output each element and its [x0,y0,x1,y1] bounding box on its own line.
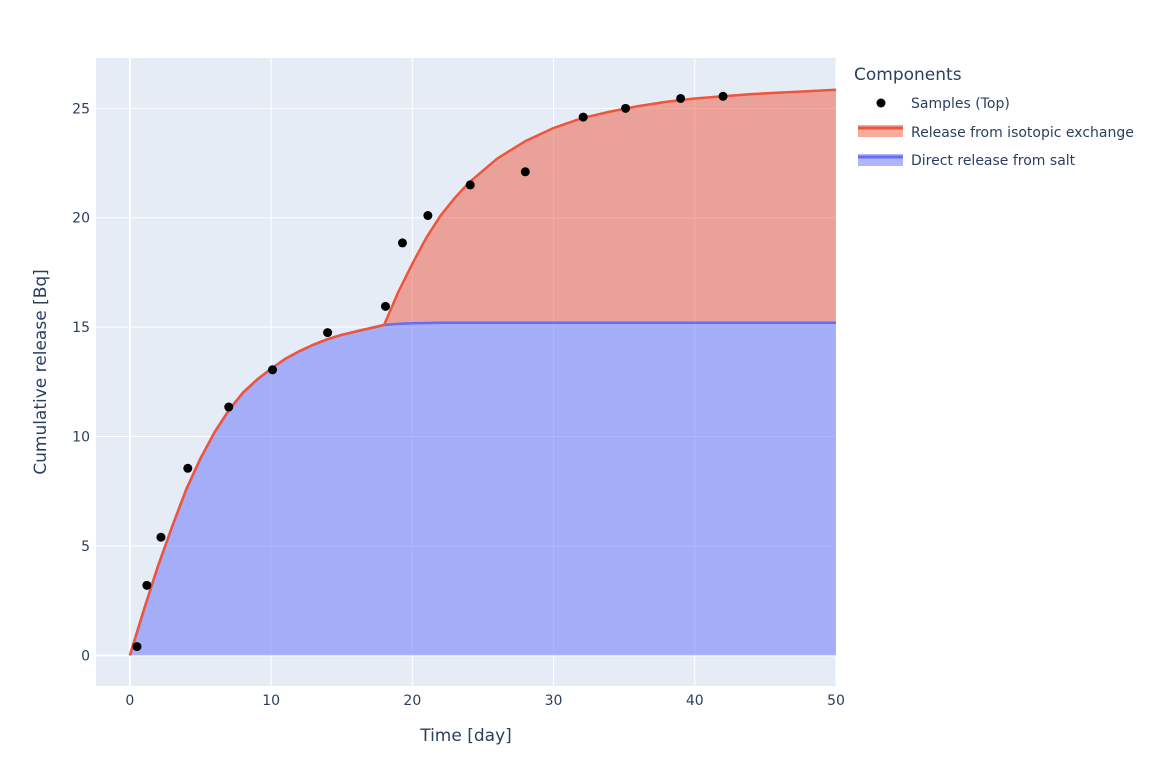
legend-title: Components [854,65,962,85]
y-tick-label: 25 [72,101,90,117]
legend-item-exchange[interactable]: Release from isotopic exchange [858,125,1134,141]
x-tick-label: 50 [827,693,845,709]
sample-point [718,91,728,101]
x-axis-ticks: 0 10 20 30 40 50 [125,693,844,709]
x-tick-label: 0 [125,693,134,709]
y-axis-title: Cumulative release [Bq] [31,269,51,475]
legend-item-salt[interactable]: Direct release from salt [858,153,1076,169]
y-tick-label: 20 [72,211,90,227]
y-tick-label: 5 [81,539,90,555]
sample-point [142,580,152,590]
sample-point [381,301,391,311]
y-tick-label: 0 [81,648,90,664]
legend-marker-samples [876,98,886,108]
y-axis-ticks: 0 5 10 15 20 25 [72,101,90,664]
legend-item-samples[interactable]: Samples (Top) [876,96,1010,112]
sample-point [268,365,278,375]
legend-label-salt: Direct release from salt [911,153,1076,169]
sample-point [397,238,407,248]
y-tick-label: 10 [72,430,90,446]
legend[interactable]: Components Samples (Top) Release from is… [854,65,1134,169]
x-tick-label: 10 [262,693,280,709]
x-tick-label: 30 [545,693,563,709]
x-axis-title: Time [day] [419,726,512,746]
sample-point [676,93,686,103]
sample-point [465,180,475,190]
sample-point [132,642,142,652]
sample-point [183,463,193,473]
line-release-from-isotopic-exchange [128,88,837,656]
sample-point [224,402,234,412]
sample-point [520,167,530,177]
sample-point [423,211,433,221]
area-release-from-isotopic-exchange [129,89,836,656]
legend-label-exchange: Release from isotopic exchange [911,125,1134,141]
area-series [128,88,837,656]
x-tick-label: 20 [403,693,421,709]
sample-point [621,103,631,113]
sample-points [132,91,728,652]
area-direct-release-from-salt [129,322,836,656]
x-tick-label: 40 [686,693,704,709]
y-tick-label: 15 [72,320,90,336]
sample-point [578,112,588,122]
sample-point [323,328,333,338]
legend-label-samples: Samples (Top) [911,96,1010,112]
sample-point [156,532,166,542]
